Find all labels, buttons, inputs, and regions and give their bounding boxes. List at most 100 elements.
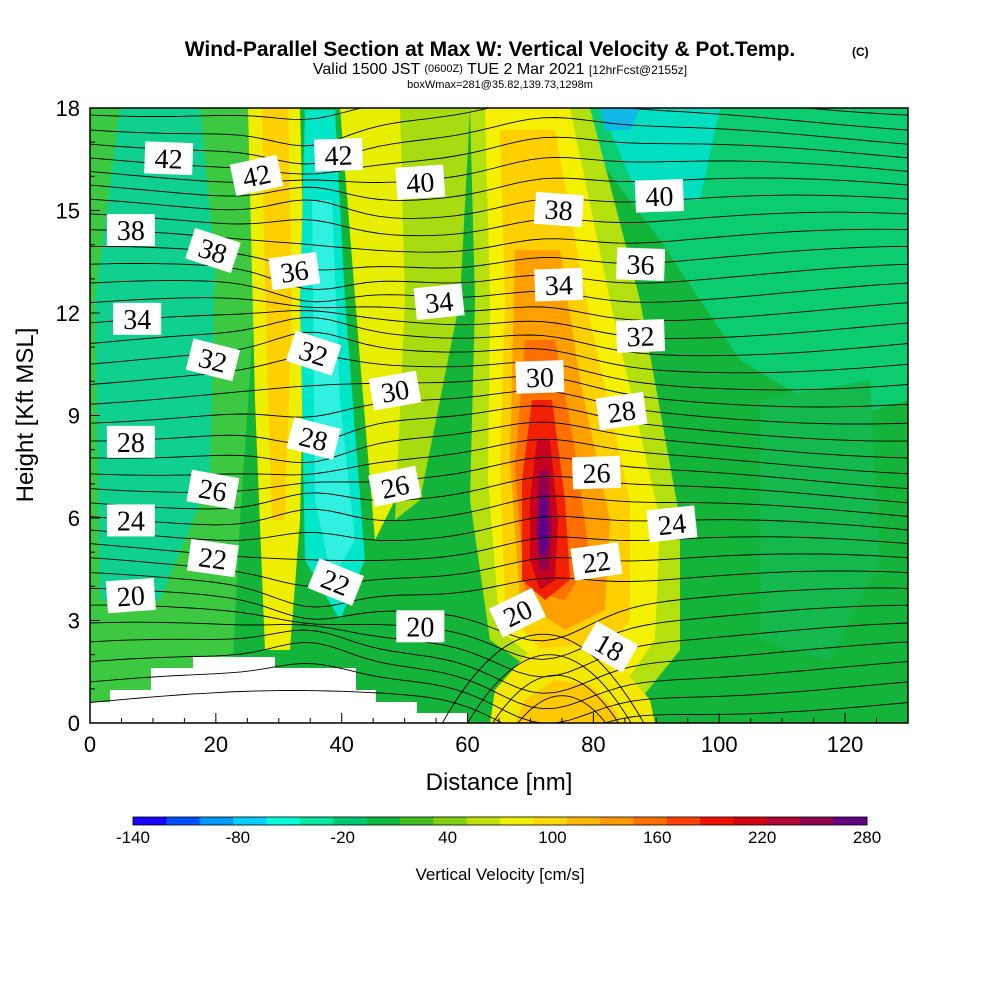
contour-label: 20 — [396, 610, 445, 643]
contour-line — [90, 228, 908, 253]
title-copyright-mark: (C) — [852, 45, 869, 59]
colorbar-swatch — [533, 817, 568, 825]
colorbar-tick-label: -20 — [330, 828, 355, 847]
contour-label-box — [185, 338, 241, 382]
contour-line — [90, 177, 908, 201]
contour-label: 30 — [368, 370, 422, 411]
contour-label-text: 38 — [544, 195, 574, 228]
colorbar-swatch — [566, 817, 601, 825]
contour-label-box — [286, 417, 341, 460]
contour-label-text: 20 — [116, 581, 146, 614]
y-tick-label: 0 — [68, 711, 80, 736]
contour-line — [90, 641, 908, 710]
contour-label-text: 38 — [117, 216, 145, 247]
contour-label: 32 — [615, 319, 666, 353]
contour-label-box — [413, 283, 465, 321]
contour-line — [90, 375, 908, 408]
colorbar-tick-label: 100 — [538, 828, 566, 847]
contour-line — [517, 695, 607, 723]
colorbar-tick-label: 220 — [748, 828, 776, 847]
contour-label-text: 30 — [379, 374, 412, 409]
subtitle-utc: (0600Z) — [424, 63, 463, 75]
colorbar-swatch — [266, 817, 301, 825]
y-tick-label: 3 — [68, 609, 80, 634]
contour-label-text: 30 — [525, 362, 554, 394]
contour-label: 34 — [413, 283, 465, 321]
contour-label: 28 — [286, 417, 341, 460]
subtitle-valid: Valid 1500 JST — [313, 61, 421, 78]
contour-label: 24 — [106, 504, 155, 537]
contour-label: 34 — [113, 302, 162, 336]
contour-label-text: 26 — [582, 458, 611, 490]
x-axis-label: Distance [nm] — [426, 769, 573, 796]
contour-label: 26 — [571, 455, 622, 490]
velocity-band-orange-left — [262, 108, 292, 520]
contour-label: 22 — [307, 558, 365, 606]
contour-label-text: 36 — [626, 250, 655, 282]
colorbar-label: Vertical Velocity [cm/s] — [415, 865, 584, 884]
contour-label-box — [634, 179, 684, 213]
contour-label: 26 — [368, 465, 422, 507]
contour-line — [90, 438, 908, 476]
colorbar-swatch — [433, 817, 468, 825]
velocity-band-tealgreen-right — [760, 380, 880, 660]
contour-label: 40 — [395, 164, 446, 200]
contour-label: 28 — [595, 391, 648, 431]
contour-label-box — [113, 302, 162, 335]
contour-label-box — [570, 542, 623, 581]
contour-label-box — [106, 504, 155, 537]
potential-temperature-contours — [90, 108, 908, 723]
contour-label: 38 — [533, 191, 584, 228]
y-axis-label: Height [Kft MSL] — [12, 328, 39, 503]
contour-label-text: 42 — [240, 159, 274, 195]
contour-label: 36 — [268, 251, 321, 291]
contour-label-box — [396, 610, 445, 643]
x-tick-label: 40 — [329, 732, 353, 757]
contour-label-text: 28 — [606, 395, 638, 430]
y-tick-label: 18 — [56, 96, 80, 121]
contour-line — [90, 297, 908, 322]
x-tick-label: 60 — [455, 732, 479, 757]
contour-line — [90, 421, 908, 464]
contour-label-box — [368, 370, 422, 411]
colorbar-swatch — [133, 817, 167, 825]
contour-label-text: 24 — [117, 506, 145, 537]
colorbar-swatch — [833, 817, 868, 825]
colorbar-swatch — [199, 817, 234, 825]
contour-label-text: 28 — [117, 428, 145, 459]
updraft-band-purple — [539, 495, 548, 555]
contour-label-box — [571, 455, 622, 490]
colorbar-tick-label: -140 — [116, 828, 150, 847]
contour-label-text: 36 — [279, 255, 311, 290]
x-tick-label: 80 — [581, 732, 605, 757]
contour-label-text: 22 — [581, 546, 613, 581]
contour-label-box — [580, 621, 639, 673]
colorbar-swatch — [633, 817, 668, 825]
contour-line — [90, 390, 908, 425]
colorbar-tick-label: 40 — [438, 828, 457, 847]
contour-label-box — [395, 164, 446, 200]
contour-label-box — [488, 587, 547, 638]
contour-label-box — [285, 330, 342, 376]
y-tick-label: 6 — [68, 506, 80, 531]
contour-label-box — [105, 577, 156, 614]
colorbar-tick-label: 280 — [853, 828, 881, 847]
contour-line — [90, 136, 908, 175]
colorbar-swatch — [666, 817, 701, 825]
contour-line — [90, 621, 908, 678]
colorbar-swatch — [600, 817, 634, 825]
contour-line — [90, 108, 908, 147]
contour-label-box — [534, 267, 584, 302]
chart-title: Wind-Parallel Section at Max W: Vertical… — [185, 38, 796, 61]
colorbar: -140 -80 -20 40 100 160 220 280 — [116, 816, 881, 847]
colorbar-swatch — [366, 817, 401, 825]
colorbar-swatch — [800, 817, 835, 825]
contour-label-box — [106, 425, 155, 458]
x-tick-label: 0 — [84, 732, 96, 757]
contour-label-box — [106, 214, 155, 246]
colorbar-swatch — [333, 817, 368, 825]
contour-label-text: 26 — [196, 473, 229, 508]
contour-label: 22 — [570, 542, 623, 581]
contour-label-box — [144, 141, 194, 176]
